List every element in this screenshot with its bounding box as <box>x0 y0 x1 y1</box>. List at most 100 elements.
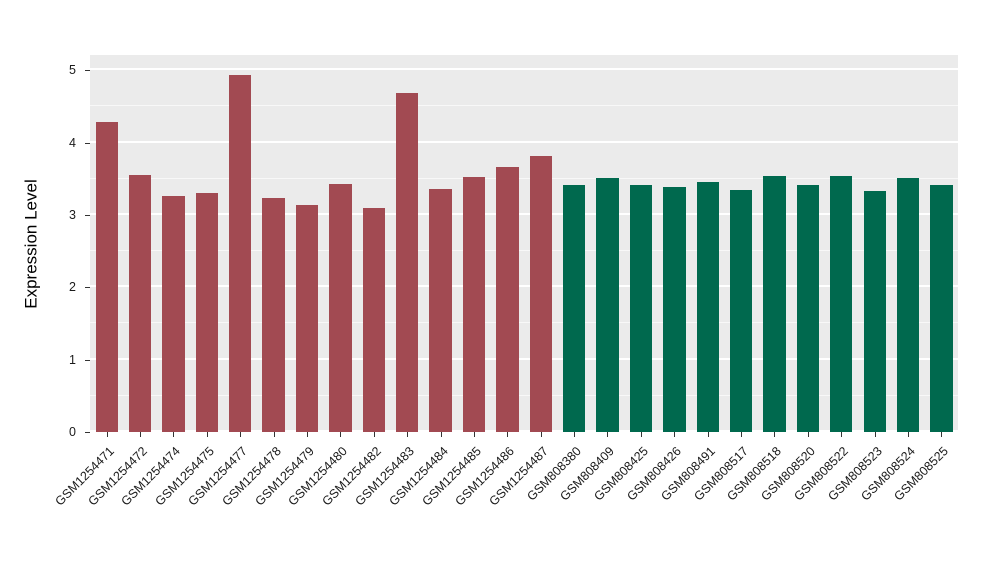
bar-slot <box>691 55 724 432</box>
bar-GSM1254477 <box>229 75 252 432</box>
x-tick-mark <box>140 432 142 437</box>
bar-slot <box>457 55 490 432</box>
bar-slot <box>891 55 924 432</box>
bar-slot <box>157 55 190 432</box>
x-tick-mark <box>273 432 275 437</box>
bar-GSM1254485 <box>462 176 486 432</box>
bar-slot <box>758 55 791 432</box>
bar-GSM1254475 <box>195 193 219 432</box>
x-tick-mark <box>440 432 442 437</box>
gridline-major <box>90 430 958 432</box>
y-tick-label: 2 <box>69 280 76 295</box>
x-tick-mark <box>173 432 175 437</box>
bar-GSM808524 <box>896 178 920 432</box>
x-tick-mark <box>841 432 843 437</box>
bar-slot <box>90 55 123 432</box>
bar-GSM1254483 <box>396 93 419 432</box>
bar-slot <box>290 55 323 432</box>
x-tick-mark <box>807 432 809 437</box>
bar-slot <box>357 55 390 432</box>
bar-slot <box>123 55 156 432</box>
y-tick-mark <box>85 70 90 72</box>
x-tick-mark <box>307 432 308 437</box>
bar-slot <box>491 55 524 432</box>
bar-slot <box>791 55 824 432</box>
x-axis-labels: GSM1254471 GSM1254472 GSM1254474 GSM1254475… <box>52 438 958 568</box>
bar-GSM808380 <box>562 184 586 432</box>
bars-container <box>90 55 958 432</box>
gridline-major <box>90 357 958 360</box>
y-tick-label: 0 <box>69 425 76 439</box>
x-tick-mark <box>540 432 542 437</box>
bar-GSM1254480 <box>329 183 352 432</box>
bar-GSM1254482 <box>362 208 385 432</box>
bar-slot <box>858 55 891 432</box>
x-tick-mark <box>741 432 742 437</box>
gridline-minor <box>90 177 958 179</box>
bar-GSM1254487 <box>529 156 552 432</box>
bar-slot <box>424 55 457 432</box>
y-tick-label: 3 <box>69 207 76 222</box>
bar-slot <box>658 55 691 432</box>
gridline-minor <box>90 105 958 107</box>
bar-GSM1254486 <box>496 167 519 432</box>
x-tick-mark <box>607 432 609 437</box>
x-tick-mark <box>240 432 242 437</box>
bar-GSM1254478 <box>262 198 285 432</box>
x-tick-mark <box>774 432 776 437</box>
bar-GSM808425 <box>629 185 653 432</box>
bar-GSM808525 <box>930 185 953 432</box>
bar-GSM808520 <box>796 184 820 432</box>
plot-panel <box>90 55 958 432</box>
bar-GSM808491 <box>696 181 719 432</box>
y-tick-mark <box>85 432 90 433</box>
bar-slot <box>624 55 657 432</box>
bar-GSM808426 <box>663 186 686 432</box>
y-axis: 0 1 2 3 4 5 <box>0 55 90 439</box>
x-tick-mark <box>373 432 375 437</box>
y-tick-label: 5 <box>69 63 76 78</box>
bar-slot <box>724 55 757 432</box>
x-tick-mark <box>674 432 676 437</box>
gridline-minor <box>90 394 958 396</box>
x-tick-mark <box>407 432 409 437</box>
bar-GSM808523 <box>863 191 886 432</box>
bar-slot <box>257 55 290 432</box>
x-axis-ticks <box>90 432 958 438</box>
gridline-major <box>90 212 958 215</box>
y-tick-mark <box>85 214 90 216</box>
x-tick-mark <box>574 432 576 437</box>
bar-slot <box>557 55 590 432</box>
x-tick-mark <box>206 432 208 437</box>
bar-slot <box>190 55 223 432</box>
bar-slot <box>591 55 624 432</box>
y-tick-label: 4 <box>69 135 76 150</box>
x-tick-mark <box>340 432 342 437</box>
bar-GSM1254472 <box>128 175 152 432</box>
x-tick-mark <box>941 432 943 437</box>
bar-slot <box>825 55 858 432</box>
bar-slot <box>224 55 257 432</box>
bar-GSM808409 <box>596 178 619 432</box>
x-tick-mark <box>640 432 642 437</box>
gridline-minor <box>90 250 958 252</box>
x-tick-mark <box>874 432 876 437</box>
x-tick-mark <box>907 432 909 437</box>
bar-GSM1254484 <box>429 188 452 432</box>
x-tick-mark <box>106 432 108 437</box>
x-tick-mark <box>707 432 709 437</box>
y-tick-mark <box>85 142 90 144</box>
bar-GSM1254474 <box>162 196 185 432</box>
bar-GSM808518 <box>763 175 786 432</box>
gridline-major <box>90 68 958 71</box>
bar-GSM1254479 <box>295 204 319 432</box>
gridline-major <box>90 140 958 143</box>
bar-slot <box>391 55 424 432</box>
y-tick-label: 1 <box>69 352 76 367</box>
bar-slot <box>925 55 958 432</box>
bar-GSM808522 <box>830 175 853 432</box>
bar-GSM1254471 <box>95 122 118 432</box>
gridline-minor <box>90 322 958 324</box>
bar-slot <box>324 55 357 432</box>
